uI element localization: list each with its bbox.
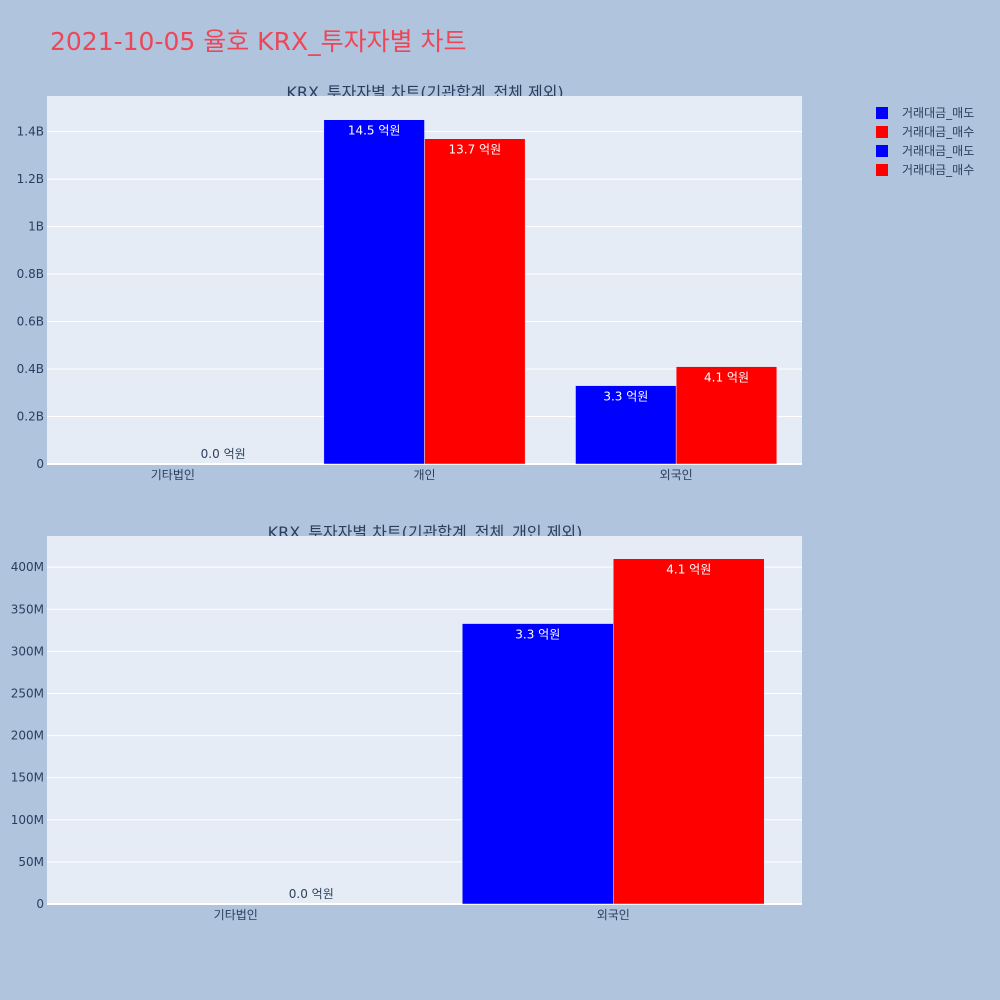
- y-tick-label: 0.2B: [17, 410, 44, 424]
- x-tick-label: 개인: [413, 468, 435, 482]
- legend-item[interactable]: 거래대금_매도: [870, 103, 974, 122]
- data-label: 0.0 억원: [289, 887, 334, 901]
- bar: [424, 138, 526, 465]
- bar: [462, 623, 614, 905]
- data-label: 0.0 억원: [201, 447, 246, 461]
- y-tick-label: 50M: [18, 855, 44, 869]
- y-tick-label: 0.8B: [17, 267, 44, 281]
- page-title: 2021-10-05 율호 KRX_투자자별 차트: [50, 27, 467, 56]
- x-tick-label: 외국인: [597, 908, 630, 922]
- x-tick-label: 기타법인: [214, 908, 258, 922]
- legend-label: 거래대금_매도: [902, 144, 975, 158]
- legend: 거래대금_매도 거래대금_매수 거래대금_매도 거래대금_매수: [870, 103, 974, 179]
- data-label: 3.3 억원: [603, 390, 648, 404]
- bar: [613, 558, 765, 905]
- bar: [575, 385, 677, 465]
- bar: [675, 366, 778, 465]
- legend-swatch: [876, 106, 888, 119]
- y-tick-label: 1.2B: [17, 172, 44, 186]
- y-tick-label: 0: [36, 897, 44, 911]
- legend-item[interactable]: 거래대금_매도: [870, 141, 974, 160]
- legend-label: 거래대금_매수: [902, 125, 975, 139]
- y-tick-label: 0.6B: [17, 315, 44, 329]
- y-tick-label: 1.4B: [17, 125, 44, 139]
- legend-item[interactable]: 거래대금_매수: [870, 122, 974, 141]
- y-tick-label: 400M: [11, 560, 44, 574]
- y-tick-label: 100M: [11, 813, 44, 827]
- y-tick-label: 1B: [28, 220, 44, 234]
- y-tick-label: 350M: [11, 602, 44, 616]
- legend-label: 거래대금_매수: [902, 163, 975, 177]
- legend-swatch: [876, 125, 888, 138]
- data-label: 4.1 억원: [666, 563, 711, 577]
- y-tick-label: 200M: [11, 729, 44, 743]
- legend-label: 거래대금_매도: [902, 106, 975, 120]
- x-tick-label: 기타법인: [151, 468, 195, 482]
- data-label: 3.3 억원: [515, 628, 560, 642]
- x-tick-label: 외국인: [660, 468, 693, 482]
- legend-item[interactable]: 거래대금_매수: [870, 160, 974, 179]
- y-tick-label: 150M: [11, 771, 44, 785]
- data-label: 13.7 억원: [449, 143, 502, 157]
- data-label: 14.5 억원: [348, 124, 401, 138]
- legend-swatch: [876, 144, 888, 157]
- y-tick-label: 250M: [11, 686, 44, 700]
- y-tick-label: 0.4B: [17, 362, 44, 376]
- data-label: 4.1 억원: [704, 371, 749, 385]
- y-tick-label: 300M: [11, 644, 44, 658]
- y-tick-label: 0: [36, 457, 44, 471]
- legend-swatch: [876, 163, 888, 176]
